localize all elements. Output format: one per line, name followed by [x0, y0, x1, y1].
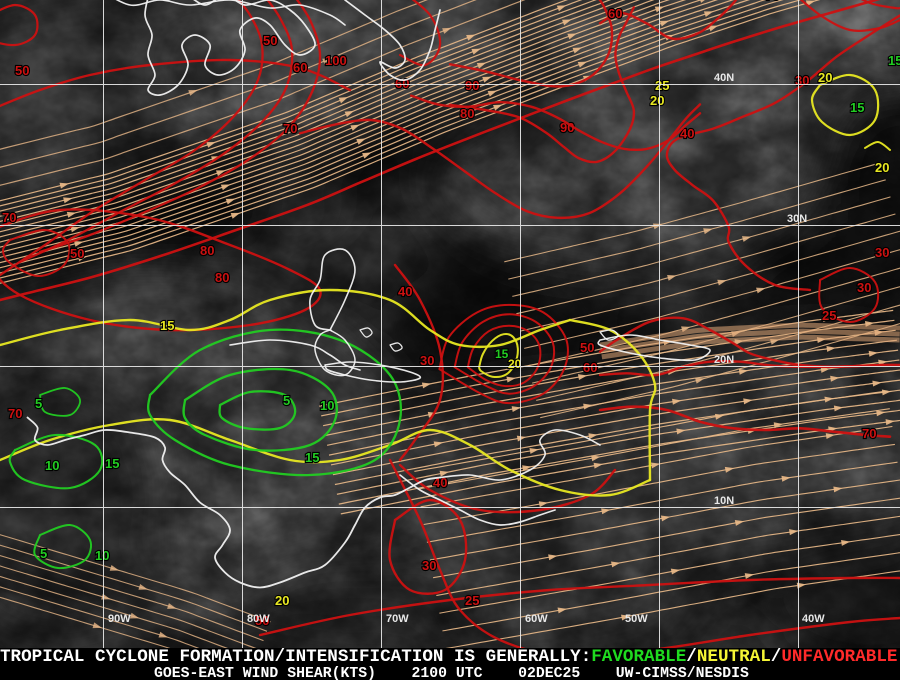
svg-text:90W: 90W — [108, 613, 131, 625]
svg-text:10N: 10N — [714, 495, 734, 507]
svg-text:50W: 50W — [625, 613, 648, 625]
svg-text:20N: 20N — [714, 354, 734, 366]
svg-text:70W: 70W — [386, 613, 409, 625]
svg-text:60W: 60W — [525, 613, 548, 625]
svg-text:40N: 40N — [714, 72, 734, 84]
svg-text:30N: 30N — [787, 213, 807, 225]
svg-text:40W: 40W — [802, 613, 825, 625]
svg-text:80W: 80W — [247, 613, 270, 625]
